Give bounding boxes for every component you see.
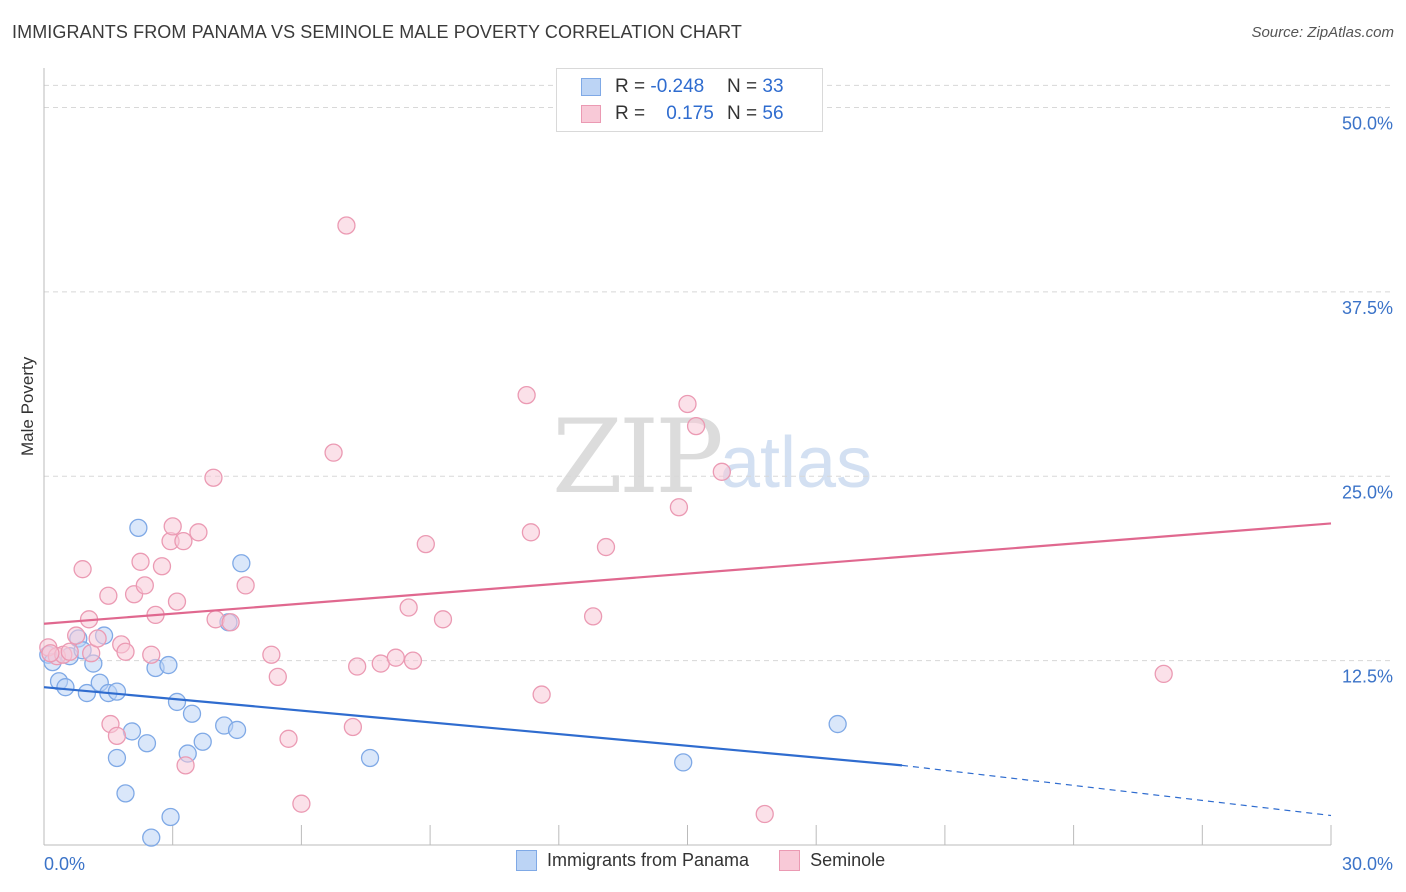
data-point-seminole [221,613,240,632]
data-point-seminole [41,644,60,663]
data-point-panama [122,722,142,741]
data-point-seminole [262,645,281,664]
data-point-seminole [67,626,86,645]
legend-swatch-pink [581,105,601,123]
r-value: -0.248 [650,76,705,97]
data-point-seminole [189,523,208,542]
data-point-panama [129,518,148,538]
data-point-seminole [433,610,453,629]
data-point-seminole [268,667,287,686]
source-label: Source: ZipAtlas.com [1251,24,1394,41]
trend-line-panama [43,686,903,767]
data-point-panama [77,683,97,703]
data-point-seminole [142,645,161,664]
data-point-seminole [152,557,172,576]
data-point-seminole [107,726,127,745]
data-point-panama [167,692,187,712]
data-point-panama [360,748,380,768]
data-point-panama [161,807,180,827]
legend-row-seminole: R = 0.175 N = 56 [581,102,784,126]
data-point-panama [232,554,251,573]
data-point-seminole [596,537,616,557]
data-point-seminole [1154,664,1173,684]
data-point-panama [227,720,247,740]
legend-swatch-blue [581,78,601,96]
n-label: N = [727,103,763,124]
data-point-seminole [337,216,356,235]
data-point-seminole [135,576,154,595]
legend-item-seminole[interactable]: Seminole [779,850,885,871]
legend-label: Seminole [810,850,886,870]
data-point-seminole [521,523,541,542]
data-point-seminole [712,462,731,481]
data-point-panama [107,748,127,768]
data-point-seminole [686,416,706,436]
data-point-panama [828,714,847,734]
watermark-atlas: atlas [720,423,873,503]
legend-label: Immigrants from Panama [547,850,750,870]
legend-swatch-blue [516,850,537,871]
r-value: 0.175 [666,103,714,124]
data-point-panama [56,678,75,697]
data-point-seminole [324,443,343,462]
chart-title: IMMIGRANTS FROM PANAMA VS SEMINOLE MALE … [12,22,742,42]
data-point-seminole [386,648,405,667]
data-point-seminole [174,532,193,551]
data-point-seminole [669,498,689,517]
series-legend: Immigrants from Panama Seminole [516,850,915,871]
data-point-panama [193,732,212,751]
data-point-panama [137,734,157,753]
legend-item-panama[interactable]: Immigrants from Panama [516,850,749,871]
data-point-panama [107,682,127,701]
data-point-seminole [517,385,536,405]
data-point-seminole [399,598,418,617]
y-tick-label: 37.5% [1342,298,1393,318]
x-tick-label: 30.0% [1342,854,1393,874]
data-point-seminole [292,794,311,813]
data-point-panama [674,753,693,772]
legend-row-panama: R = -0.248 N = 33 [581,75,784,99]
data-point-seminole [73,560,92,579]
r-label: R = [615,103,651,124]
data-point-seminole [204,468,223,487]
data-point-seminole [343,717,363,737]
x-tick-label: 0.0% [44,854,85,874]
n-value: 33 [762,76,784,97]
data-point-seminole [60,642,79,661]
legend-swatch-pink [779,850,801,871]
data-point-seminole [176,756,195,775]
trend-line-seminole [43,522,1332,625]
data-point-seminole [88,629,107,648]
n-label: N = [727,76,763,97]
n-value: 56 [762,103,784,124]
data-point-seminole [163,517,182,536]
y-tick-label: 50.0% [1342,114,1393,134]
data-point-seminole [167,592,187,611]
y-tick-label: 25.0% [1342,482,1393,502]
data-point-seminole [583,607,603,626]
data-point-seminole [416,534,435,554]
data-point-panama [159,655,178,675]
data-point-seminole [678,394,697,414]
data-point-seminole [236,576,255,595]
data-point-seminole [348,657,367,676]
r-label: R = [615,76,651,97]
data-point-seminole [206,610,225,629]
y-tick-label: 12.5% [1342,667,1393,687]
trend-line-extension-panama [901,764,1332,817]
data-point-seminole [131,552,150,571]
data-point-panama [182,704,202,723]
data-point-panama [116,784,135,803]
data-point-seminole [279,729,298,748]
data-point-seminole [99,586,118,605]
data-point-panama [142,828,161,847]
data-point-seminole [116,642,135,661]
y-axis-label: Male Poverty [18,356,37,456]
data-point-seminole [755,804,774,824]
correlation-legend: R = -0.248 N = 33 R = 0.175 N = 56 [556,68,823,132]
data-point-seminole [532,685,551,704]
data-point-seminole [403,651,423,670]
